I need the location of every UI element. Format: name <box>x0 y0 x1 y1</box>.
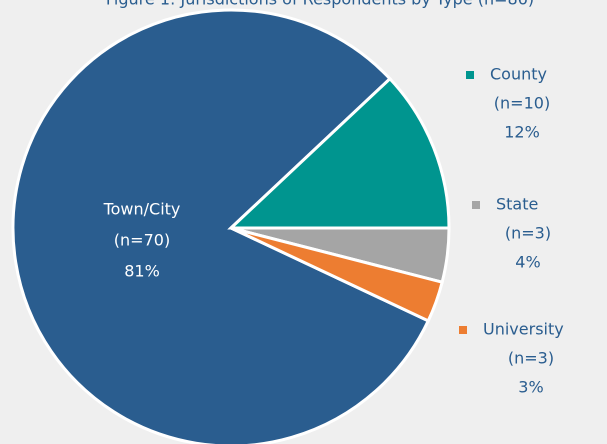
legend-label: County <box>490 65 547 84</box>
slice-label: 81% <box>124 262 160 281</box>
value-label: 4% <box>515 253 540 272</box>
pie-slice <box>227 76 451 230</box>
legend-label: University <box>483 320 564 339</box>
value-label: 3% <box>518 378 543 397</box>
pie-slice <box>230 226 444 323</box>
legend-swatch <box>466 71 474 79</box>
legend-label: State <box>496 195 538 214</box>
slice-label: Town/City <box>103 200 181 219</box>
n-label: (n=3) <box>508 349 554 368</box>
legend-swatch <box>472 201 480 209</box>
pie-slice <box>11 8 431 444</box>
n-label: (n=3) <box>505 224 551 243</box>
value-label: 12% <box>504 123 540 142</box>
legend-swatch <box>459 326 467 334</box>
chart-title: Figure 1: Jurisdictions of Respondents b… <box>106 0 534 9</box>
n-label: (n=10) <box>494 94 550 113</box>
slice-label: (n=70) <box>114 231 170 250</box>
